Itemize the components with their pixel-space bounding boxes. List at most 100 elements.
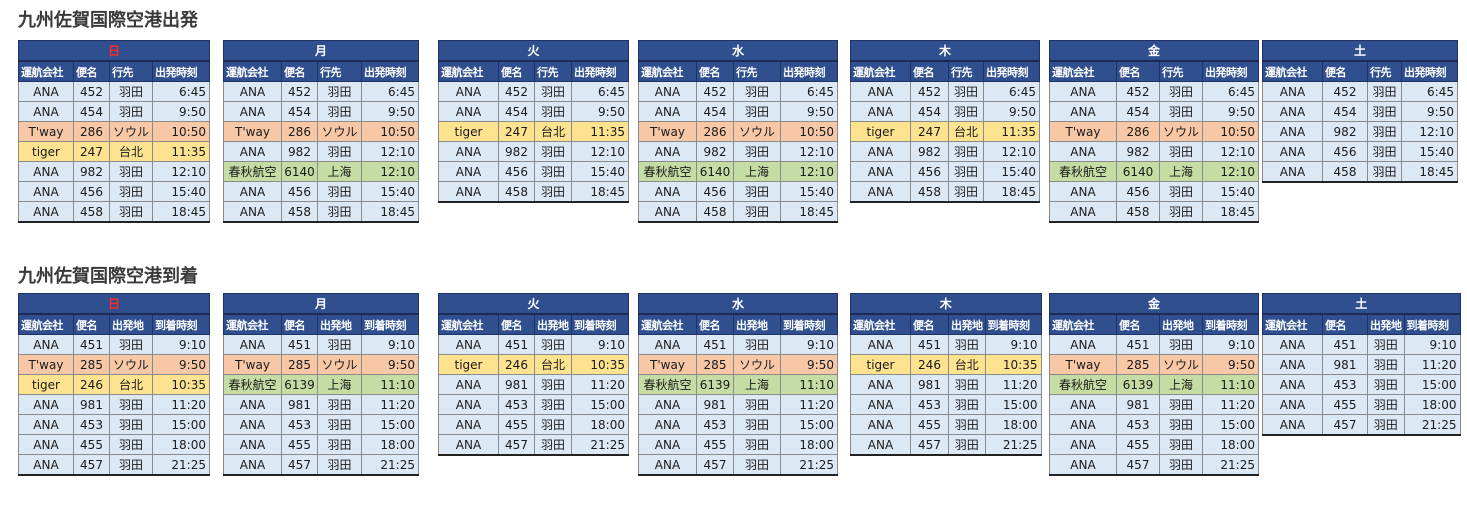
table-row: ANA 452 羽田 6:45 (18, 81, 210, 102)
airline-cell: ANA (638, 434, 697, 455)
flight-number-cell: 246 (73, 374, 110, 395)
flight-number-cell: 452 (1322, 81, 1368, 102)
flight-number-cell: 6140 (1116, 161, 1160, 182)
table-row: ANA 456 羽田 15:40 (1049, 181, 1259, 202)
table-row: ANA 982 羽田 12:10 (1262, 121, 1458, 142)
time-cell: 18:45 (1202, 201, 1259, 223)
flight-number-cell: 454 (696, 101, 734, 122)
time-cell: 9:50 (152, 101, 210, 122)
place-cell: 羽田 (733, 334, 781, 355)
time-cell: 6:45 (780, 81, 838, 102)
airline-cell: ANA (1262, 354, 1323, 375)
table-row: ANA 455 羽田 18:00 (223, 434, 419, 455)
table-row: ANA 981 羽田 11:20 (1262, 354, 1461, 375)
place-cell: 羽田 (109, 181, 153, 202)
place-cell: 羽田 (317, 414, 362, 435)
column-header: 出発時刻 (152, 60, 210, 82)
time-cell: 12:10 (361, 161, 419, 182)
airline-cell: ANA (638, 201, 697, 223)
time-cell: 15:40 (361, 181, 419, 202)
departures-title: 九州佐賀国際空港出発 (18, 10, 198, 31)
flight-number-cell: 286 (281, 121, 318, 142)
place-cell: 羽田 (109, 414, 153, 435)
column-header: 運航会社 (223, 313, 282, 335)
flight-number-cell: 458 (696, 201, 734, 223)
airline-cell: ANA (1262, 121, 1323, 142)
place-cell: 羽田 (1367, 81, 1402, 102)
table-row: ANA 452 羽田 6:45 (1262, 81, 1458, 102)
table-row: T'way 286 ソウル 10:50 (638, 121, 838, 142)
place-cell: 上海 (733, 374, 781, 395)
column-header: 運航会社 (1049, 313, 1117, 335)
place-cell: 羽田 (948, 394, 986, 415)
column-header: 出発地 (733, 313, 781, 335)
day-header: 土 (1262, 40, 1458, 62)
column-header: 便名 (498, 60, 535, 82)
flight-number-cell: 456 (1322, 141, 1368, 162)
place-cell: 上海 (1159, 161, 1203, 182)
column-header: 到着時刻 (1403, 313, 1461, 335)
column-header: 便名 (73, 60, 110, 82)
place-cell: 羽田 (733, 101, 781, 122)
column-header: 運航会社 (438, 313, 499, 335)
time-cell: 15:00 (152, 414, 210, 435)
time-cell: 18:45 (983, 181, 1040, 203)
time-cell: 11:10 (361, 374, 419, 395)
airline-cell: ANA (223, 101, 282, 122)
flight-number-cell: 456 (696, 181, 734, 202)
table-row: ANA 454 羽田 9:50 (1262, 101, 1458, 122)
time-cell: 15:00 (571, 394, 629, 415)
time-cell: 15:40 (1401, 141, 1458, 162)
table-row: ANA 453 羽田 15:00 (1262, 374, 1461, 395)
column-header: 便名 (910, 313, 949, 335)
time-cell: 10:50 (152, 121, 210, 142)
airline-cell: ANA (438, 161, 499, 182)
place-cell: 羽田 (1159, 394, 1203, 415)
airline-cell: tiger (438, 121, 499, 142)
time-cell: 18:45 (780, 201, 838, 223)
flight-number-cell: 451 (498, 334, 535, 355)
flight-number-cell: 982 (281, 141, 318, 162)
flight-number-cell: 247 (910, 121, 949, 142)
airline-cell: ANA (638, 454, 697, 476)
time-cell: 21:25 (1202, 454, 1259, 476)
table-row: ANA 451 羽田 9:10 (18, 334, 210, 355)
airline-cell: tiger (850, 121, 911, 142)
flight-number-cell: 982 (1116, 141, 1160, 162)
place-cell: 羽田 (1367, 334, 1405, 355)
table-row: ANA 455 羽田 18:00 (1049, 434, 1259, 455)
airline-cell: ANA (438, 414, 499, 435)
table-row: ANA 982 羽田 12:10 (850, 141, 1040, 162)
place-cell: 羽田 (1367, 161, 1402, 183)
time-cell: 9:50 (361, 354, 419, 375)
time-cell: 6:45 (1401, 81, 1458, 102)
place-cell: 羽田 (534, 374, 572, 395)
time-cell: 9:50 (983, 101, 1040, 122)
column-header: 行先 (109, 60, 153, 82)
place-cell: 羽田 (109, 434, 153, 455)
column-header: 運航会社 (1049, 60, 1117, 82)
time-cell: 21:25 (571, 434, 629, 456)
column-header: 便名 (696, 313, 734, 335)
place-cell: ソウル (1159, 121, 1203, 142)
place-cell: 羽田 (109, 334, 153, 355)
flight-number-cell: 456 (281, 181, 318, 202)
place-cell: 羽田 (317, 201, 362, 223)
table-row: ANA 457 羽田 21:25 (1049, 454, 1259, 476)
table-row: ANA 457 羽田 21:25 (18, 454, 210, 476)
time-cell: 9:10 (780, 334, 838, 355)
table-row: ANA 981 羽田 11:20 (1049, 394, 1259, 415)
column-header: 行先 (317, 60, 362, 82)
table-row: ANA 454 羽田 9:50 (438, 101, 629, 122)
flight-number-cell: 6140 (281, 161, 318, 182)
airline-cell: tiger (438, 354, 499, 375)
day-header: 土 (1262, 293, 1461, 315)
place-cell: 羽田 (948, 334, 986, 355)
table-row: T'way 285 ソウル 9:50 (223, 354, 419, 375)
time-cell: 6:45 (983, 81, 1040, 102)
time-cell: 9:50 (780, 101, 838, 122)
time-cell: 6:45 (571, 81, 629, 102)
table-row: ANA 455 羽田 18:00 (638, 434, 838, 455)
flight-number-cell: 455 (1322, 394, 1368, 415)
arrivals-table-3: 水運航会社 便名 出発地 到着時刻 ANA 451 羽田 9:10 T'way 285 ソウル 9:5… (638, 293, 838, 476)
